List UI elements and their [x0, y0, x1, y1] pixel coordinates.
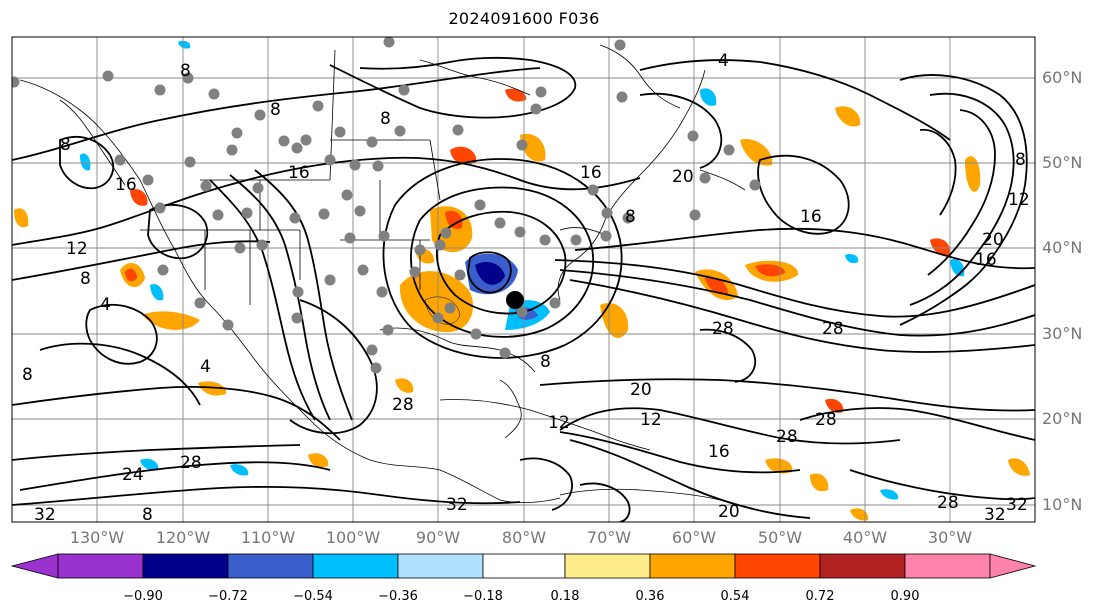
- contour-label: 16: [288, 163, 310, 183]
- coastlines-and-borders: [19, 44, 746, 504]
- contour-label: 28: [937, 493, 959, 513]
- contour-label: 8: [180, 61, 191, 81]
- contour-label: 28: [712, 319, 734, 339]
- colorbar-tick-label: −0.72: [208, 589, 248, 604]
- contour-label: 28: [822, 319, 844, 339]
- contour-label: 20: [982, 230, 1004, 250]
- contour-label: 8: [270, 100, 281, 120]
- lat-label: 10°N: [1042, 495, 1083, 514]
- contour-label: 8: [60, 135, 71, 155]
- contour-label: 16: [580, 163, 602, 183]
- lon-label: 50°W: [757, 528, 803, 547]
- contour-label: 8: [1015, 150, 1026, 170]
- lon-label: 100°W: [325, 528, 381, 547]
- colorbar-bin: [734, 553, 821, 579]
- contour-label: 4: [200, 357, 211, 377]
- colorbar-bin: [649, 553, 736, 579]
- colorbar-extend-high: [989, 553, 1037, 579]
- lat-label: 60°N: [1042, 68, 1083, 87]
- contour-label: 16: [708, 442, 730, 462]
- colorbar-tick-label: 0.18: [550, 589, 580, 604]
- lon-label: 30°W: [927, 528, 973, 547]
- lon-label: 130°W: [69, 528, 125, 547]
- storm-center-marker: [506, 291, 524, 309]
- contour-label: 28: [180, 453, 202, 473]
- contour-label: 4: [718, 51, 729, 71]
- colorbar-bin: [142, 553, 229, 579]
- colorbar-tick-label: −0.36: [378, 589, 418, 604]
- contour-label: 28: [776, 427, 798, 447]
- contour-label: 20: [672, 167, 694, 187]
- contour-label: 8: [142, 505, 153, 525]
- contour-value-labels: 8 8 8 4 8 16 16 16 12 8 4 16 20 8 16 20 …: [22, 51, 1030, 525]
- lon-label: 60°W: [671, 528, 717, 547]
- contour-label: 12: [640, 410, 662, 430]
- lon-label: 90°W: [415, 528, 461, 547]
- colorbar-bin: [819, 553, 906, 579]
- contour-label: 8: [80, 269, 91, 289]
- shaded-anomaly-areas: [14, 40, 1030, 521]
- contour-label: 8: [625, 207, 636, 227]
- colorbar-tick-label: 0.54: [720, 589, 750, 604]
- contour-label: 32: [1006, 495, 1028, 515]
- lat-label: 20°N: [1042, 409, 1083, 428]
- contour-label: 16: [115, 175, 137, 195]
- lat-label: 40°N: [1042, 238, 1083, 257]
- contour-label: 24: [122, 465, 144, 485]
- colorbar-bin: [482, 553, 566, 579]
- contour-label: 12: [548, 413, 570, 433]
- contour-label: 12: [1008, 190, 1030, 210]
- lon-label: 120°W: [155, 528, 211, 547]
- contour-label: 8: [380, 109, 391, 129]
- map-frame: [11, 36, 1036, 523]
- contour-label: 16: [800, 207, 822, 227]
- colorbar-bin: [904, 553, 991, 579]
- colorbar-tick-label: 0.72: [805, 589, 835, 604]
- contour-lines: [12, 56, 1035, 522]
- contour-label: 28: [815, 410, 837, 430]
- lat-label: 30°N: [1042, 324, 1083, 343]
- contour-label: 8: [22, 365, 33, 385]
- lat-label: 50°N: [1042, 153, 1083, 172]
- contour-label: 4: [100, 295, 111, 315]
- lon-label: 40°W: [842, 528, 888, 547]
- colorbar-extend-low: [10, 553, 59, 579]
- contour-label: 12: [66, 239, 88, 259]
- colorbar-tick-label: −0.18: [463, 589, 503, 604]
- contour-label: 32: [446, 495, 468, 515]
- lon-label: 80°W: [501, 528, 547, 547]
- colorbar-bin: [397, 553, 484, 579]
- contour-label: 32: [984, 505, 1006, 525]
- contour-label: 8: [540, 352, 551, 372]
- colorbar-bin: [227, 553, 314, 579]
- colorbar-bin: [57, 553, 144, 579]
- colorbar: [10, 553, 1037, 579]
- lat-lon-gridlines: [12, 37, 1035, 522]
- contour-label: 28: [392, 395, 414, 415]
- map-title: 2024091600 F036: [448, 9, 600, 28]
- colorbar-tick-label: 0.90: [890, 589, 920, 604]
- contour-label: 20: [718, 502, 740, 522]
- colorbar-tick-label: −0.54: [293, 589, 333, 604]
- colorbar-bin: [312, 553, 399, 579]
- contour-label: 20: [630, 380, 652, 400]
- lon-label: 110°W: [240, 528, 296, 547]
- observation-markers: [12, 37, 761, 374]
- colorbar-tick-label: 0.36: [635, 589, 665, 604]
- contour-label: 32: [34, 505, 56, 525]
- colorbar-bin: [564, 553, 651, 579]
- colorbar-tick-label: −0.90: [123, 589, 163, 604]
- lon-label: 70°W: [586, 528, 632, 547]
- contour-label: 16: [975, 250, 997, 270]
